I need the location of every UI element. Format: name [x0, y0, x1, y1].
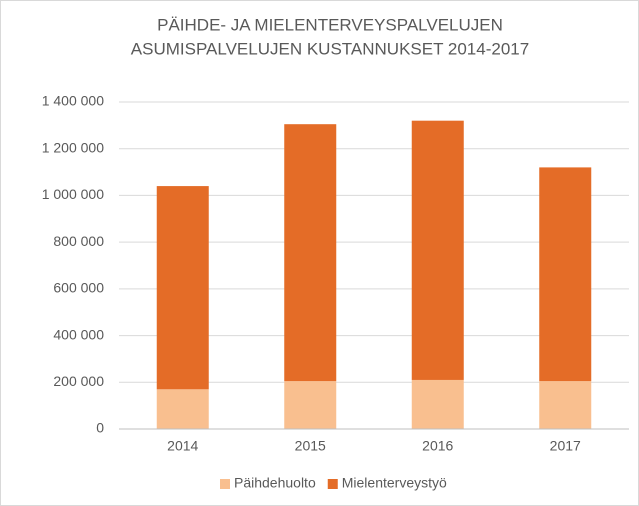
legend-label: Päihdehuolto [234, 475, 316, 491]
bar-segment [411, 120, 464, 380]
legend-swatch [327, 479, 338, 489]
chart-title: ASUMISPALVELUJEN KUSTANNUKSET 2014-2017 [131, 39, 529, 58]
bar-segment [156, 389, 209, 429]
y-tick-label: 1 400 000 [42, 93, 104, 109]
bar-segment [284, 381, 337, 429]
bar-segment [411, 379, 464, 429]
y-tick-label: 800 000 [53, 233, 104, 249]
legend-swatch [220, 479, 230, 489]
chart-title: PÄIHDE- JA MIELENTERVEYSPALVELUJEN [157, 15, 503, 34]
x-tick-label: 2014 [167, 438, 198, 454]
bar-segment [539, 167, 592, 382]
bar-segment [284, 124, 337, 382]
bar-segment [156, 186, 209, 390]
y-tick-label: 400 000 [53, 326, 104, 342]
x-tick-label: 2015 [295, 438, 326, 454]
y-tick-label: 200 000 [53, 373, 104, 389]
x-tick-label: 2017 [550, 438, 581, 454]
y-tick-label: 1 200 000 [42, 139, 104, 155]
legend-label: Mielenterveystyö [342, 475, 447, 491]
y-tick-label: 1 000 000 [42, 186, 104, 202]
y-tick-label: 0 [96, 420, 104, 436]
bar-segment [539, 381, 592, 429]
x-tick-label: 2016 [422, 438, 453, 454]
y-tick-label: 600 000 [53, 280, 104, 296]
